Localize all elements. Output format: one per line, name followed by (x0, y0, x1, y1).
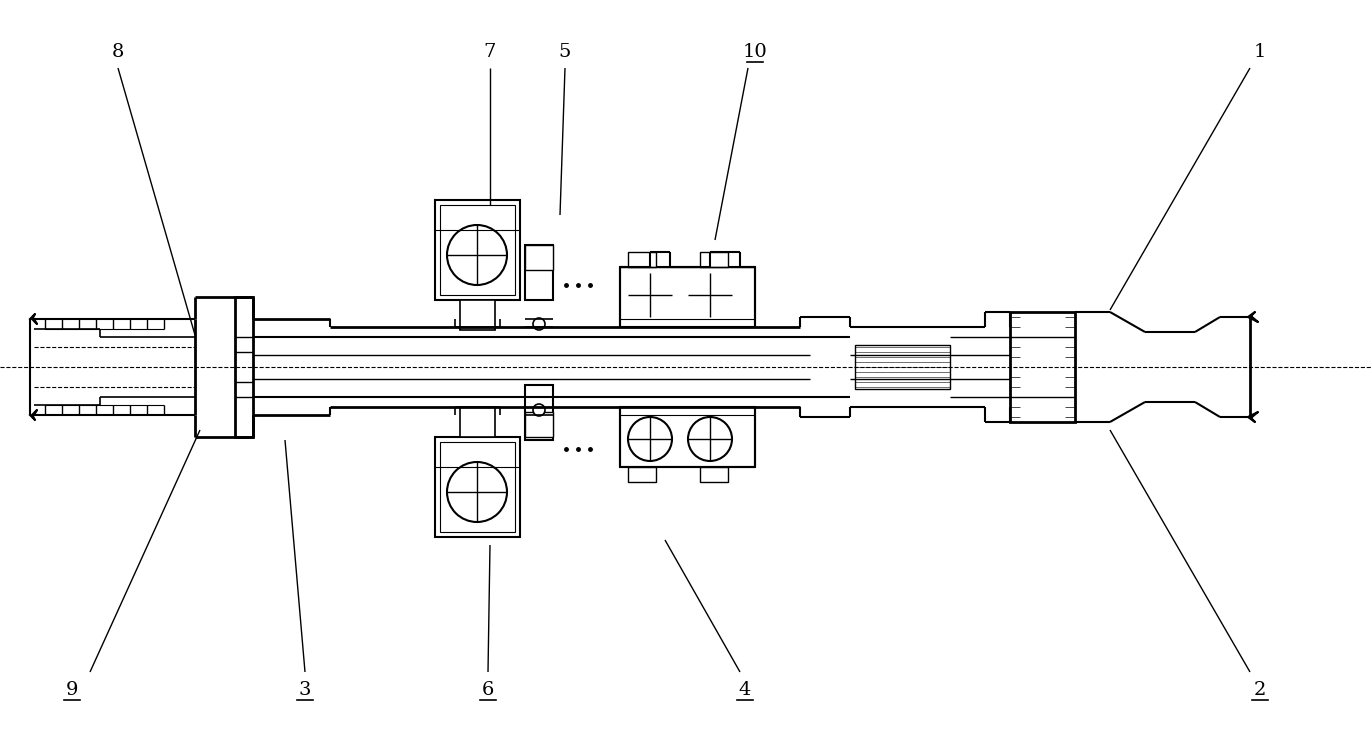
Bar (628, 252, 656, 267)
Circle shape (532, 404, 545, 416)
Text: 6: 6 (482, 681, 494, 699)
Text: 1: 1 (1254, 43, 1266, 61)
Bar (620, 267, 755, 327)
Text: 7: 7 (484, 43, 497, 61)
Text: 10: 10 (742, 43, 767, 61)
Bar (440, 442, 514, 532)
Circle shape (687, 273, 733, 317)
Bar (525, 245, 553, 270)
Bar (460, 407, 495, 437)
Circle shape (687, 417, 733, 461)
Bar (440, 205, 514, 295)
Bar (525, 385, 553, 440)
Circle shape (447, 225, 508, 285)
Circle shape (628, 273, 672, 317)
Bar (700, 467, 729, 482)
Bar (620, 407, 755, 467)
Bar (855, 345, 949, 389)
Bar (435, 437, 520, 537)
Text: 2: 2 (1254, 681, 1266, 699)
Bar (525, 245, 553, 300)
Text: 3: 3 (299, 681, 311, 699)
Bar (235, 297, 252, 437)
Bar (435, 200, 520, 300)
Bar (700, 252, 729, 267)
Text: 9: 9 (66, 681, 78, 699)
Bar (525, 412, 553, 437)
Circle shape (628, 417, 672, 461)
Circle shape (532, 318, 545, 330)
Text: 5: 5 (558, 43, 571, 61)
Text: 8: 8 (111, 43, 125, 61)
Bar (1010, 312, 1076, 422)
Circle shape (447, 462, 508, 522)
Bar (628, 467, 656, 482)
Text: 4: 4 (738, 681, 752, 699)
Bar (460, 300, 495, 330)
